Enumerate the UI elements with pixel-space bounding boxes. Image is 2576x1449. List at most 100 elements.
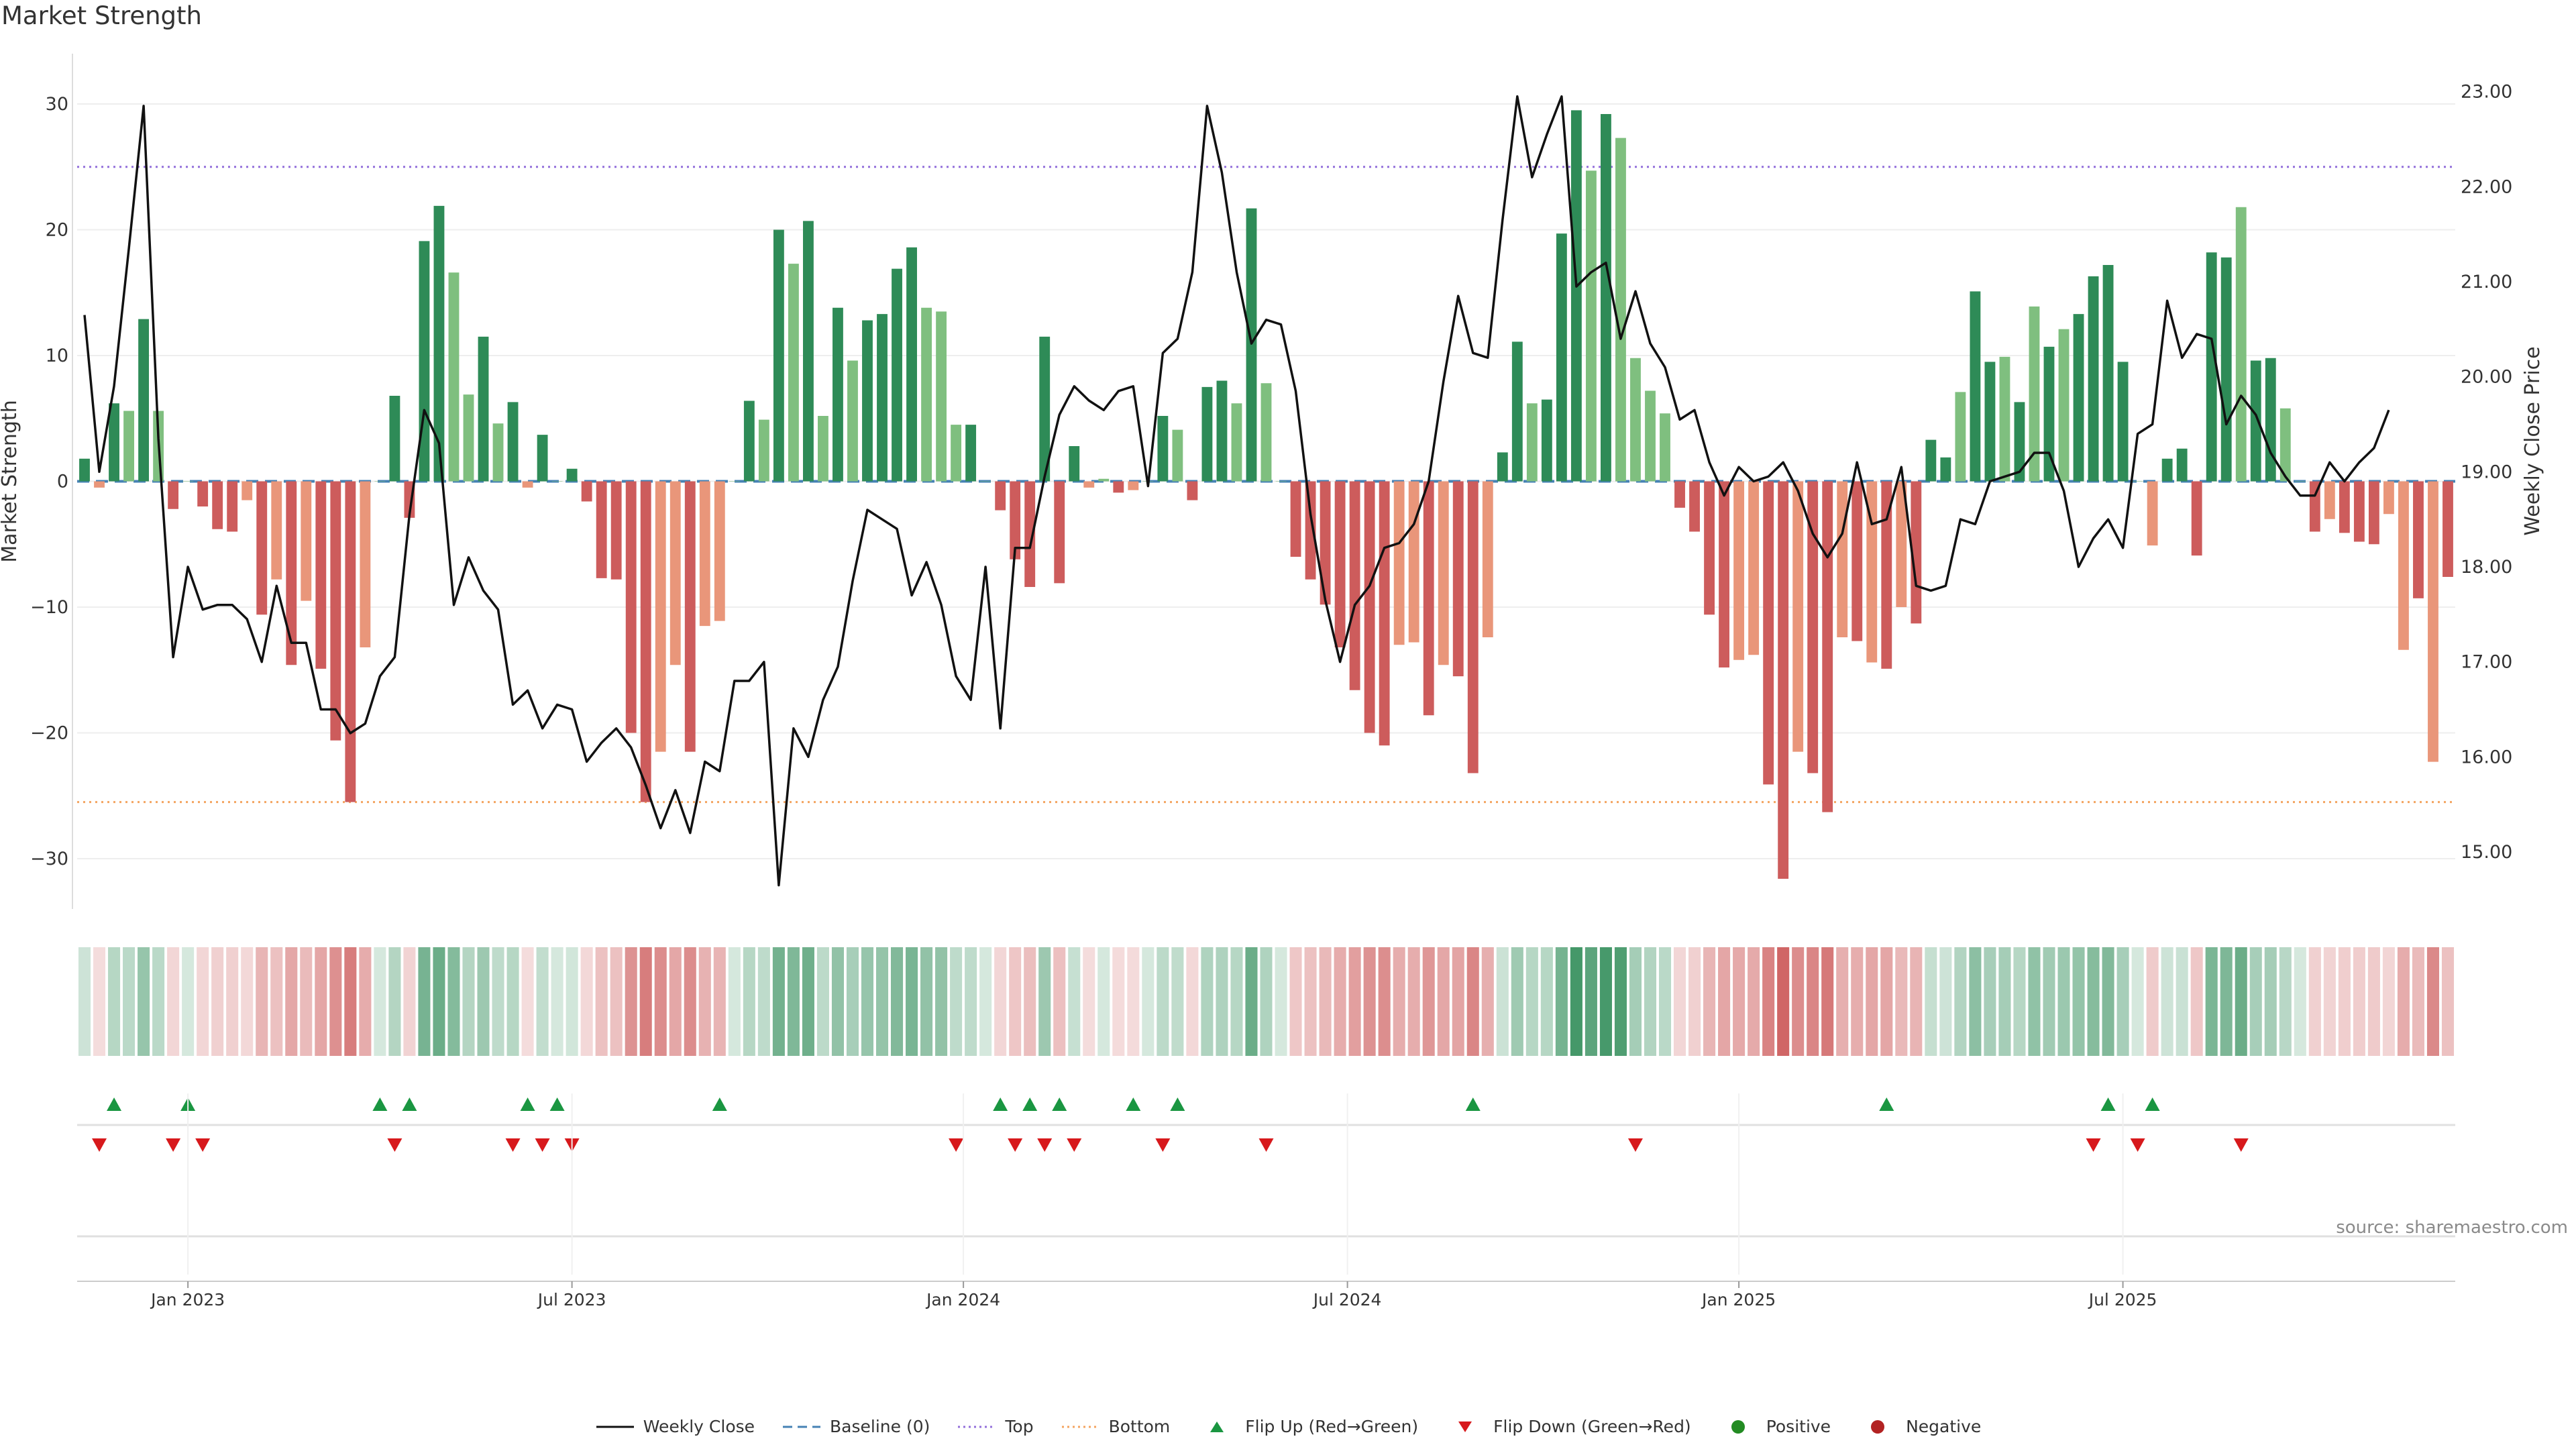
flip-up-marker bbox=[372, 1097, 388, 1111]
strength-bar bbox=[2353, 481, 2365, 542]
heat-cell bbox=[2353, 947, 2365, 1056]
strength-bar bbox=[1570, 110, 1582, 482]
strength-bar bbox=[1216, 380, 1228, 482]
heat-cell bbox=[1585, 947, 1597, 1056]
flip-markers bbox=[77, 1097, 2455, 1238]
flip-down-marker bbox=[1155, 1138, 1171, 1152]
legend-item-baseline[interactable]: Baseline (0) bbox=[782, 1417, 930, 1436]
flip-down-marker bbox=[2086, 1138, 2101, 1152]
heat-cell bbox=[1614, 947, 1627, 1056]
weekly-close-line bbox=[83, 95, 2390, 887]
heat-cell bbox=[359, 947, 372, 1056]
heat-cell bbox=[1821, 947, 1834, 1056]
heat-cell bbox=[1570, 947, 1582, 1056]
heat-cell bbox=[2205, 947, 2218, 1056]
heat-cell bbox=[1157, 947, 1169, 1056]
heat-cell bbox=[2146, 947, 2159, 1056]
legend-item-top[interactable]: Top bbox=[957, 1417, 1034, 1436]
heat-cell bbox=[1718, 947, 1731, 1056]
heat-cell bbox=[300, 947, 313, 1056]
heat-cell bbox=[906, 947, 918, 1056]
strength-bar bbox=[1054, 481, 1065, 584]
heat-cell bbox=[713, 947, 726, 1056]
heat-cell bbox=[1939, 947, 1952, 1056]
strength-bar bbox=[2058, 329, 2070, 482]
legend-item-positive[interactable]: Positive bbox=[1718, 1417, 1831, 1436]
strength-bar bbox=[1452, 481, 1464, 677]
strength-bar bbox=[2250, 360, 2261, 482]
strength-bar bbox=[123, 411, 134, 482]
strength-bar bbox=[2383, 481, 2394, 515]
strength-bar bbox=[1556, 233, 1567, 482]
heat-cell bbox=[374, 947, 386, 1056]
heat-cell bbox=[1289, 947, 1302, 1056]
legend-item-negative[interactable]: Negative bbox=[1858, 1417, 1981, 1436]
left-tick-label: 30 bbox=[46, 94, 68, 115]
strength-bar bbox=[2428, 481, 2438, 762]
legend-label: Bottom bbox=[1108, 1417, 1171, 1436]
heat-cell bbox=[965, 947, 977, 1056]
heat-cell bbox=[2294, 947, 2306, 1056]
strength-bar bbox=[2324, 481, 2335, 519]
strength-bar bbox=[1364, 481, 1375, 733]
heat-cell bbox=[93, 947, 106, 1056]
flip-down-marker bbox=[2233, 1138, 2249, 1152]
heat-cell bbox=[1260, 947, 1273, 1056]
legend-item-flip-down[interactable]: Flip Down (Green→Red) bbox=[1445, 1417, 1691, 1436]
strength-bar bbox=[1719, 481, 1730, 667]
heat-cell bbox=[2087, 947, 2100, 1056]
triangle-down-icon bbox=[1445, 1419, 1485, 1435]
right-tick-label: 17.00 bbox=[2461, 652, 2512, 673]
strength-bar bbox=[94, 481, 105, 488]
strength-bar bbox=[610, 481, 622, 580]
weekly-close-series bbox=[83, 95, 2390, 887]
strength-bar bbox=[2043, 346, 2055, 482]
heat-cell bbox=[285, 947, 298, 1056]
strength-bar bbox=[2117, 362, 2129, 482]
flip-up-marker bbox=[993, 1097, 1008, 1111]
strength-bar bbox=[788, 264, 799, 482]
heat-cell bbox=[2102, 947, 2114, 1056]
legend-item-bottom[interactable]: Bottom bbox=[1061, 1417, 1171, 1436]
right-tick-label: 22.00 bbox=[2461, 176, 2512, 197]
strength-bar bbox=[2279, 408, 2291, 482]
strength-bar bbox=[965, 425, 977, 482]
strength-bar bbox=[492, 423, 504, 482]
heat-cell bbox=[772, 947, 785, 1056]
legend-label: Weekly Close bbox=[643, 1417, 755, 1436]
heat-cell bbox=[226, 947, 239, 1056]
strength-bar bbox=[271, 481, 282, 580]
strength-bar bbox=[684, 481, 696, 752]
strength-bar bbox=[2368, 481, 2379, 545]
strength-bar bbox=[640, 481, 651, 802]
legend-item-weekly-close[interactable]: Weekly Close bbox=[595, 1417, 755, 1436]
strength-bar bbox=[892, 268, 902, 482]
heat-cell bbox=[2013, 947, 2026, 1056]
axes: 30 20 10 0 −10 −20 −30 23.00 22.00 21.00 20.00 19.0… bbox=[0, 54, 2544, 909]
heat-cell bbox=[1363, 947, 1376, 1056]
heat-cell bbox=[1142, 947, 1155, 1056]
heat-cell bbox=[1866, 947, 1878, 1056]
heat-strip bbox=[78, 947, 2455, 1056]
heat-cell bbox=[1984, 947, 1996, 1056]
strength-bar bbox=[995, 481, 1006, 511]
strength-bar bbox=[212, 481, 223, 529]
flip-down-marker bbox=[195, 1138, 211, 1152]
heat-cell bbox=[2072, 947, 2085, 1056]
heat-cell bbox=[2057, 947, 2070, 1056]
strength-bar bbox=[1851, 481, 1863, 641]
right-axis-title: Weekly Close Price bbox=[2521, 346, 2544, 535]
heat-cell bbox=[610, 947, 623, 1056]
strength-bar bbox=[1645, 390, 1656, 482]
heat-cell bbox=[2249, 947, 2262, 1056]
strength-bar bbox=[818, 416, 828, 482]
strength-bar bbox=[1467, 481, 1479, 773]
legend-item-flip-up[interactable]: Flip Up (Red→Green) bbox=[1197, 1417, 1418, 1436]
strength-bar bbox=[301, 481, 312, 601]
strength-bar bbox=[1511, 341, 1523, 482]
left-tick-label: 20 bbox=[46, 220, 68, 241]
strength-bar bbox=[1822, 481, 1833, 812]
flip-up-marker bbox=[1052, 1097, 1067, 1111]
flip-down-marker bbox=[1258, 1138, 1274, 1152]
left-tick-label: 0 bbox=[57, 472, 68, 492]
